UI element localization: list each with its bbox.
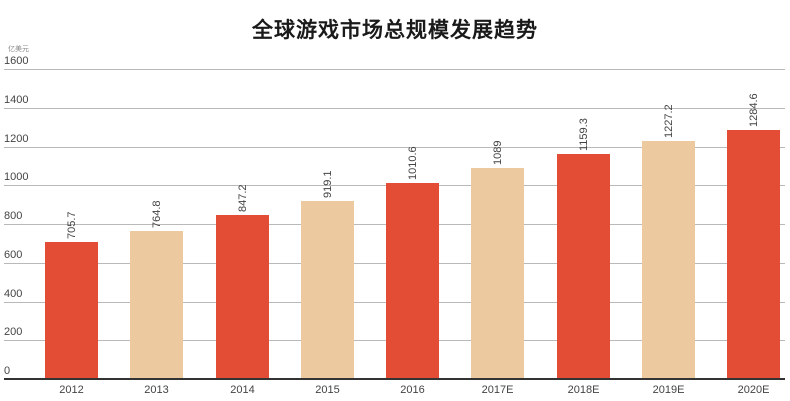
bar-2020e [727,130,780,379]
y-tick-label: 1000 [4,171,29,183]
bar-2016 [386,183,439,379]
bar-2014 [216,215,269,379]
x-tick-label: 2012 [59,384,84,396]
value-label: 705.7 [65,211,78,239]
y-axis-unit-label: 亿美元 [8,45,29,53]
x-tick-label: 2017E [481,384,514,396]
x-tick-label: 2014 [230,384,255,396]
x-tick-label: 2016 [400,384,425,396]
x-tick-label: 2015 [315,384,340,396]
x-tick-label: 2020E [737,384,770,396]
y-tick-label: 600 [4,249,23,261]
bar-2017e [471,168,524,379]
value-label: 1159.3 [577,118,590,151]
y-tick-label: 200 [4,326,23,338]
x-axis-baseline [4,378,785,380]
y-tick-label: 1600 [4,55,29,67]
x-tick-label: 2019E [652,384,685,396]
y-tick-label: 0 [4,365,11,377]
value-label: 764.8 [150,200,163,228]
value-label: 1010.6 [406,146,419,180]
gridline [4,108,785,109]
y-tick-label: 1400 [4,94,29,106]
bar-2015 [301,201,354,379]
y-tick-label: 400 [4,288,23,300]
value-label: 919.1 [321,170,334,198]
y-tick-label: 1200 [4,133,29,145]
bar-2018e [557,154,610,379]
y-tick-label: 800 [4,210,23,222]
chart-title: 全球游戏市场总规模发展趋势 [252,18,538,42]
x-tick-label: 2018E [567,384,600,396]
bar-2019e [642,141,695,379]
gridline [4,69,785,70]
value-label: 1089 [491,140,504,165]
value-label: 1284.6 [747,93,760,127]
gridline [4,147,785,148]
x-tick-label: 2013 [144,384,169,396]
bar-2012 [45,242,98,379]
bar-2013 [130,231,183,379]
value-label: 847.2 [236,184,249,212]
value-label: 1227.2 [662,104,675,138]
